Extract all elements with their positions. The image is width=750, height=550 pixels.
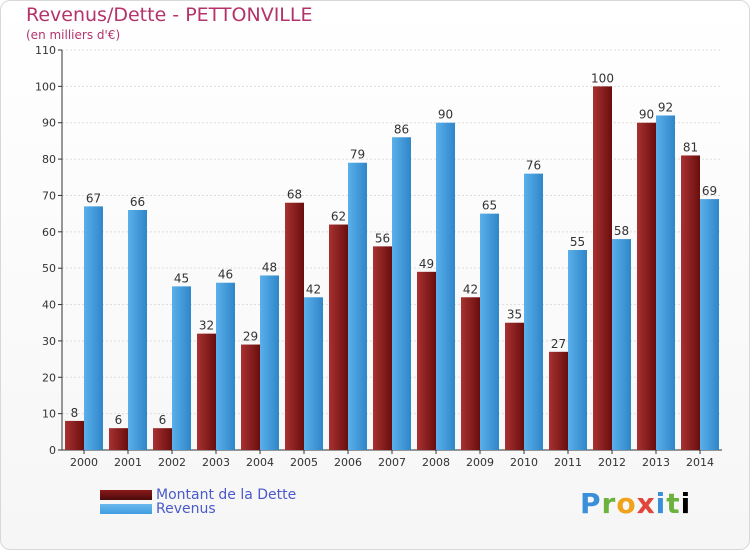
legend-item-revenus: Revenus <box>100 501 216 517</box>
x-tick-label: 2014 <box>686 456 714 469</box>
bar-revenus-2009 <box>480 213 499 450</box>
bar-dette-2008 <box>417 271 436 450</box>
y-tick-label: 70 <box>42 189 56 202</box>
bar-dette-2001 <box>109 428 128 450</box>
y-tick-label: 20 <box>42 371 56 384</box>
bar-revenus-2001 <box>128 210 147 450</box>
x-tick-label: 2002 <box>158 456 186 469</box>
bar-revenus-2014 <box>700 199 719 450</box>
legend-item-dette: Montant de la Dette <box>100 487 297 503</box>
bar-dette-2005 <box>285 202 304 450</box>
bar-revenus-2005 <box>304 297 323 450</box>
x-tick-label: 2008 <box>422 456 450 469</box>
data-label-dette-2002: 6 <box>159 413 167 427</box>
y-tick-label: 40 <box>42 299 56 312</box>
data-label-revenus-2008: 90 <box>438 108 453 122</box>
bar-revenus-2006 <box>348 162 367 450</box>
x-tick-label: 2007 <box>378 456 406 469</box>
data-label-dette-2014: 81 <box>683 140 698 154</box>
data-label-revenus-2000: 67 <box>86 191 101 205</box>
data-label-dette-2004: 29 <box>243 330 258 344</box>
bar-revenus-2000 <box>84 206 103 450</box>
bar-revenus-2012 <box>612 239 631 450</box>
x-tick-label: 2004 <box>246 456 274 469</box>
bar-dette-2004 <box>241 344 260 450</box>
data-label-revenus-2011: 55 <box>570 235 585 249</box>
data-label-revenus-2003: 46 <box>218 268 233 282</box>
data-label-revenus-2013: 92 <box>658 100 673 114</box>
bar-dette-2014 <box>681 155 700 451</box>
bar-dette-2000 <box>65 420 84 450</box>
y-tick-label: 100 <box>35 80 56 93</box>
x-tick-label: 2012 <box>598 456 626 469</box>
legend-swatch-revenus <box>100 504 152 514</box>
chart-title: Revenus/Dette - PETTONVILLE <box>26 4 313 26</box>
legend-swatch-dette <box>100 490 152 500</box>
bar-dette-2009 <box>461 297 480 450</box>
bar-revenus-2013 <box>656 115 675 451</box>
x-tick-label: 2001 <box>114 456 142 469</box>
chart-subtitle: (en milliers d'€) <box>26 28 121 42</box>
data-label-revenus-2001: 66 <box>130 195 145 209</box>
bar-dette-2011 <box>549 351 568 450</box>
x-tick-label: 2003 <box>202 456 230 469</box>
data-label-revenus-2009: 65 <box>482 199 497 213</box>
proxiti-logo: Proxiti <box>580 487 692 520</box>
y-tick-label: 50 <box>42 262 56 275</box>
data-label-dette-2011: 27 <box>551 337 566 351</box>
data-label-revenus-2006: 79 <box>350 148 365 162</box>
x-tick-label: 2005 <box>290 456 318 469</box>
y-tick-label: 0 <box>49 444 56 457</box>
bar-dette-2013 <box>637 122 656 451</box>
bar-dette-2012 <box>593 86 612 450</box>
data-label-dette-2001: 6 <box>115 413 123 427</box>
y-tick-label: 110 <box>35 44 56 57</box>
y-tick-label: 30 <box>42 335 56 348</box>
data-label-dette-2010: 35 <box>507 308 522 322</box>
bar-dette-2003 <box>197 333 216 450</box>
legend-label-dette: Montant de la Dette <box>156 487 297 503</box>
data-label-dette-2013: 90 <box>639 108 654 122</box>
bar-revenus-2008 <box>436 122 455 451</box>
data-label-revenus-2012: 58 <box>614 224 629 238</box>
bar-revenus-2011 <box>568 250 587 450</box>
bar-dette-2002 <box>153 428 172 450</box>
bar-revenus-2004 <box>260 275 279 450</box>
data-label-revenus-2005: 42 <box>306 282 321 296</box>
data-label-dette-2007: 56 <box>375 231 390 245</box>
data-label-dette-2005: 68 <box>287 188 302 202</box>
data-label-dette-2008: 49 <box>419 257 434 271</box>
data-label-dette-2006: 62 <box>331 210 346 224</box>
bar-revenus-2007 <box>392 137 411 451</box>
y-tick-label: 60 <box>42 226 56 239</box>
y-tick-label: 10 <box>42 408 56 421</box>
x-tick-label: 2000 <box>70 456 98 469</box>
data-label-dette-2000: 8 <box>71 406 79 420</box>
bar-revenus-2003 <box>216 282 235 450</box>
bar-dette-2007 <box>373 246 392 450</box>
data-label-revenus-2004: 48 <box>262 260 277 274</box>
data-label-dette-2012: 100 <box>591 71 614 85</box>
bar-revenus-2002 <box>172 286 191 450</box>
data-label-revenus-2007: 86 <box>394 122 409 136</box>
x-tick-label: 2013 <box>642 456 670 469</box>
data-label-revenus-2010: 76 <box>526 159 541 173</box>
x-tick-label: 2006 <box>334 456 362 469</box>
x-tick-label: 2011 <box>554 456 582 469</box>
data-label-revenus-2002: 45 <box>174 271 189 285</box>
x-tick-label: 2009 <box>466 456 494 469</box>
y-tick-label: 80 <box>42 153 56 166</box>
legend-label-revenus: Revenus <box>156 501 216 517</box>
data-label-revenus-2014: 69 <box>702 184 717 198</box>
x-tick-label: 2010 <box>510 456 538 469</box>
bar-revenus-2010 <box>524 173 543 451</box>
data-label-dette-2003: 32 <box>199 319 214 333</box>
y-tick-label: 90 <box>42 117 56 130</box>
data-label-dette-2009: 42 <box>463 282 478 296</box>
bar-dette-2006 <box>329 224 348 450</box>
bar-dette-2010 <box>505 322 524 450</box>
